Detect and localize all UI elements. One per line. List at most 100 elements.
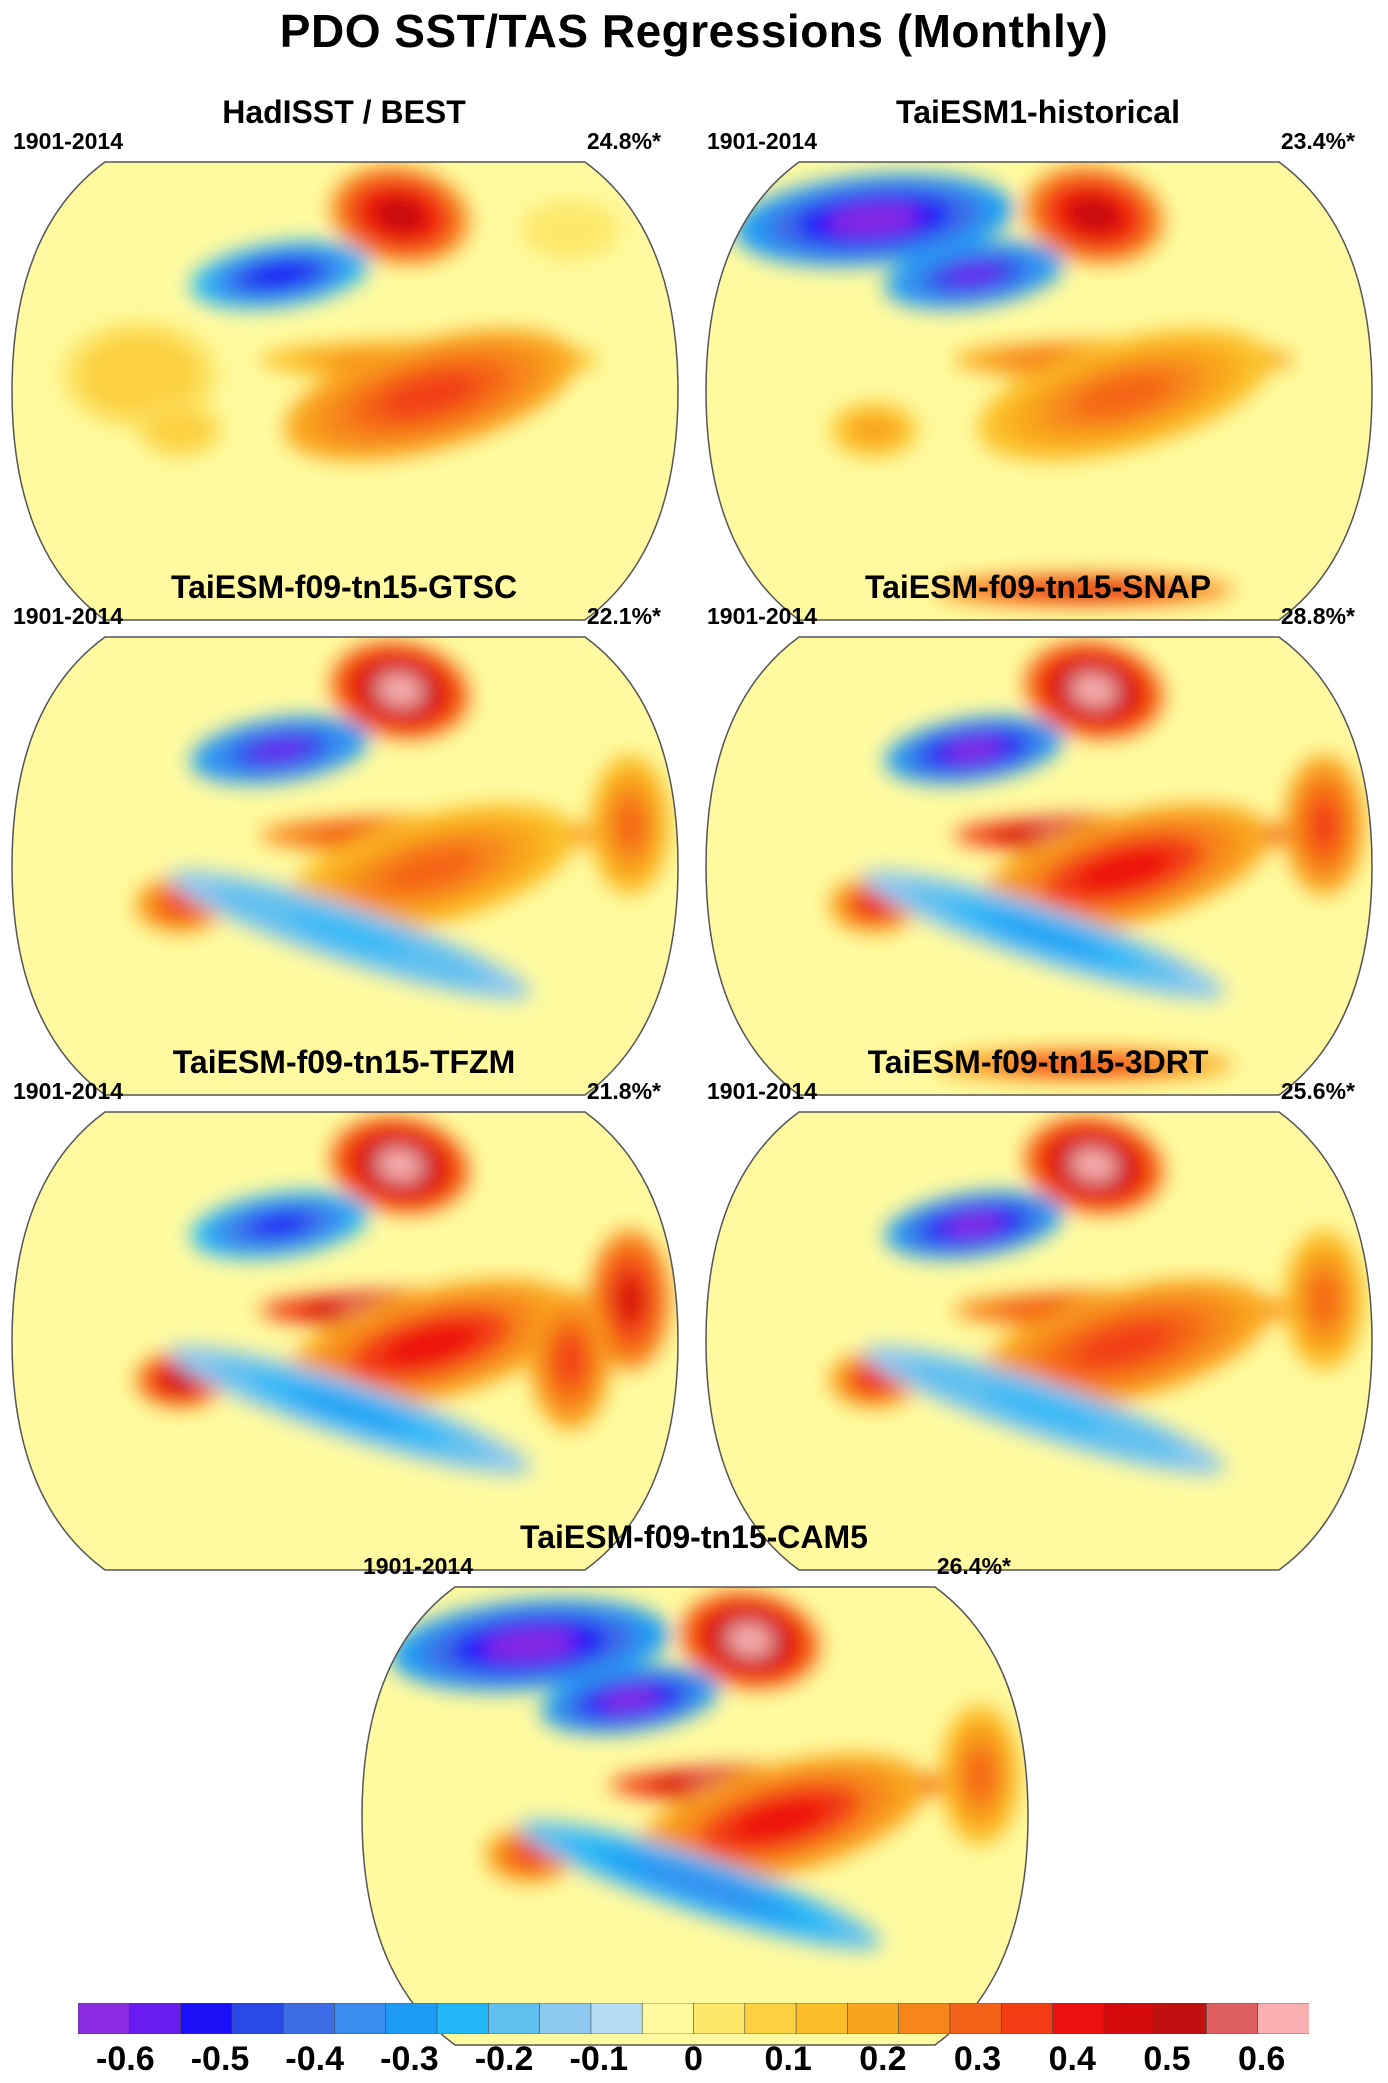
variance-label: 28.8%* xyxy=(1280,603,1355,629)
colorbar-box xyxy=(744,2003,797,2034)
colorbar-tick-label: -0.1 xyxy=(569,2040,629,2078)
panel-taiesm1-historical: TaiESM1-historical 1901-2014 23.4%* xyxy=(697,90,1379,630)
anomaly-contour-io xyxy=(112,356,168,394)
panel-title: TaiESM1-historical xyxy=(896,94,1180,130)
anomaly-contour-aus xyxy=(164,1370,196,1390)
colorbar-box xyxy=(693,2003,746,2034)
colorbar-box xyxy=(488,2003,541,2034)
anomaly-contour-ep xyxy=(1074,1322,1174,1368)
anomaly-contour-aus xyxy=(514,1845,546,1865)
anomaly-contour-ep xyxy=(380,372,480,418)
regression-map xyxy=(11,1111,679,1571)
anomaly-contour-sib xyxy=(826,204,922,236)
colorbar-labels: -0.6 -0.5 -0.4 -0.3 -0.2 -0.1 0 0.1 0.2 0.3 0.4 0.5… xyxy=(0,2040,1388,2080)
colorbar-box xyxy=(180,2003,233,2034)
map-field xyxy=(706,637,1372,1095)
anomaly-contour-ep xyxy=(380,847,480,893)
variance-label: 26.4%* xyxy=(936,1553,1011,1579)
colorbar-box xyxy=(1154,2003,1208,2034)
colorbar xyxy=(78,2003,1309,2034)
anomaly-contour-gl xyxy=(553,219,587,241)
regression-map xyxy=(361,1586,1029,2046)
colorbar-box xyxy=(1257,2003,1309,2034)
colorbar-tick-label: -0.2 xyxy=(474,2040,534,2078)
anomaly-contour-sp xyxy=(982,1388,1106,1432)
colorbar-tick-label: 0.4 xyxy=(1048,2040,1096,2078)
period-label: 1901-2014 xyxy=(707,603,817,629)
colorbar-box xyxy=(78,2003,131,2034)
panel-title: TaiESM-f09-tn15-GTSC xyxy=(170,569,518,605)
colorbar-box xyxy=(1000,2003,1054,2034)
anomaly-contour-sp xyxy=(288,913,412,957)
anomaly-contour-afr xyxy=(966,1751,994,1799)
anomaly-contour-afr xyxy=(1310,801,1338,849)
anomaly-contour-sp xyxy=(982,913,1106,957)
colorbar-tick-label: 0 xyxy=(684,2040,703,2078)
panel-title: TaiESM-f09-tn15-TFZM xyxy=(172,1044,516,1080)
anomaly-contour-ak xyxy=(376,198,424,232)
map-border xyxy=(361,1586,1029,2046)
panel-3drt: TaiESM-f09-tn15-3DRT 1901-2014 25.6%* xyxy=(697,1040,1379,1580)
anomaly-contour-ak xyxy=(1070,1148,1118,1182)
colorbar-box xyxy=(334,2003,387,2034)
period-label: 1901-2014 xyxy=(707,1078,817,1104)
colorbar-tick-label: 0.3 xyxy=(953,2040,1002,2078)
colorbar-box xyxy=(128,2003,182,2034)
anomaly-contour-sam xyxy=(556,1336,584,1384)
regression-map xyxy=(705,161,1373,621)
colorbar-box xyxy=(436,2003,490,2034)
anomaly-contour-cx_np xyxy=(249,263,311,287)
panel-title: HadISST / BEST xyxy=(222,94,466,130)
anomaly-contour-cx_np xyxy=(943,263,1005,287)
map-field xyxy=(12,162,678,620)
anomaly-contour-cx_np xyxy=(599,1688,661,1712)
map-field xyxy=(12,1112,678,1570)
map-field xyxy=(12,637,678,1095)
period-label: 1901-2014 xyxy=(13,1078,123,1104)
anomaly-contour-sib xyxy=(482,1629,578,1661)
anomaly-contour-aus xyxy=(858,895,890,915)
panel-snap: TaiESM-f09-tn15-SNAP 1901-2014 28.8%* xyxy=(697,565,1379,1105)
map-field xyxy=(362,1587,1028,2045)
period-label: 1901-2014 xyxy=(13,128,123,154)
colorbar-box xyxy=(1206,2003,1259,2034)
anomaly-contour-ep xyxy=(730,1797,830,1843)
colorbar-box xyxy=(385,2003,438,2034)
figure-title: PDO SST/TAS Regressions (Monthly) xyxy=(279,5,1109,57)
variance-label: 23.4%* xyxy=(1280,128,1355,154)
anomaly-contour-ak xyxy=(1070,673,1118,707)
variance-label: 22.1%* xyxy=(586,603,661,629)
regression-map xyxy=(705,636,1373,1096)
panel-gtsc: TaiESM-f09-tn15-GTSC 1901-2014 22.1%* xyxy=(3,565,685,1105)
variance-label: 25.6%* xyxy=(1280,1078,1355,1104)
colorbar-tick-label: 0.6 xyxy=(1238,2040,1286,2078)
map-border xyxy=(705,636,1373,1096)
regression-map xyxy=(705,1111,1373,1571)
variance-label: 21.8%* xyxy=(586,1078,661,1104)
map-field xyxy=(706,162,1372,620)
colorbar-box xyxy=(539,2003,592,2034)
colorbar-box xyxy=(949,2003,1003,2034)
anomaly-contour-afr xyxy=(1310,1276,1338,1324)
anomaly-contour-aus xyxy=(858,1370,890,1390)
map-border xyxy=(11,161,679,621)
anomaly-contour-cx_np xyxy=(249,738,311,762)
colorbar-box xyxy=(795,2003,849,2034)
colorbar-tick-label: -0.6 xyxy=(96,2040,155,2078)
panel-title: TaiESM-f09-tn15-SNAP xyxy=(864,569,1212,605)
regression-map xyxy=(11,161,679,621)
variance-label: 24.8%* xyxy=(586,128,661,154)
colorbar-tick-label: -0.3 xyxy=(380,2040,439,2078)
map-border xyxy=(705,1111,1373,1571)
colorbar-box xyxy=(590,2003,644,2034)
anomaly-contour-aus xyxy=(164,895,196,915)
anomaly-contour-ak xyxy=(376,673,424,707)
colorbar-tick-label: 0.5 xyxy=(1143,2040,1191,2078)
anomaly-contour-ep xyxy=(380,1322,480,1368)
anomaly-contour-ak xyxy=(376,1148,424,1182)
period-label: 1901-2014 xyxy=(707,128,817,154)
colorbar-box xyxy=(231,2003,284,2034)
panel-title: TaiESM-f09-tn15-3DRT xyxy=(867,1044,1209,1080)
anomaly-contour-ant xyxy=(1033,584,1135,596)
anomaly-contour-cx_np xyxy=(943,1213,1005,1237)
